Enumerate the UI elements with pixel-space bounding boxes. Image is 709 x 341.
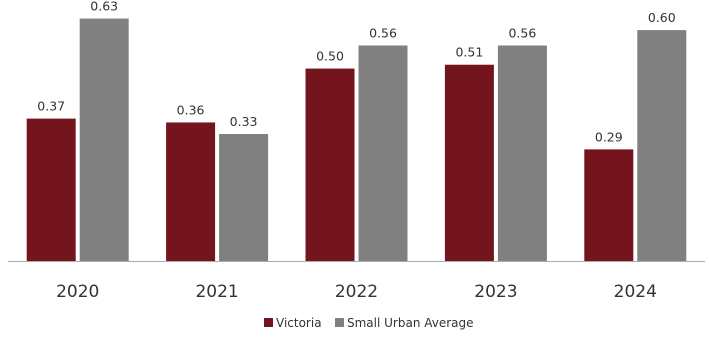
- bar-victoria-2024: [584, 149, 634, 261]
- x-tick-label-2020: 2020: [56, 282, 99, 302]
- legend-label-small-urban-average: Small Urban Average: [347, 316, 474, 330]
- data-label-victoria-2023: 0.51: [455, 45, 483, 60]
- bar-small-urban-average-2022: [358, 45, 408, 261]
- x-tick-label-2021: 2021: [195, 282, 238, 302]
- bar-small-urban-average-2021: [219, 134, 269, 261]
- bar-victoria-2022: [305, 68, 355, 261]
- legend-swatch-small-urban-average: [335, 318, 344, 327]
- data-label-small-urban-average-2021: 0.33: [230, 114, 258, 129]
- data-label-small-urban-average-2020: 0.63: [90, 0, 118, 14]
- bar-victoria-2023: [444, 64, 494, 262]
- x-tick-label-2023: 2023: [474, 282, 517, 302]
- legend-label-victoria: Victoria: [276, 316, 322, 330]
- bar-small-urban-average-2023: [497, 45, 547, 261]
- data-label-small-urban-average-2022: 0.56: [369, 25, 397, 40]
- data-label-victoria-2022: 0.50: [316, 49, 344, 64]
- bar-victoria-2021: [166, 122, 216, 261]
- x-tick-label-2022: 2022: [335, 282, 378, 302]
- bar-small-urban-average-2024: [637, 30, 687, 261]
- data-label-small-urban-average-2023: 0.56: [508, 25, 536, 40]
- data-label-small-urban-average-2024: 0.60: [648, 10, 676, 25]
- data-label-victoria-2020: 0.37: [37, 99, 65, 114]
- bar-victoria-2020: [26, 118, 76, 261]
- x-tick-label-2024: 2024: [614, 282, 657, 302]
- data-label-victoria-2021: 0.36: [177, 102, 205, 117]
- data-label-victoria-2024: 0.29: [595, 129, 623, 144]
- bar-small-urban-average-2020: [79, 18, 129, 261]
- legend-swatch-victoria: [264, 318, 273, 327]
